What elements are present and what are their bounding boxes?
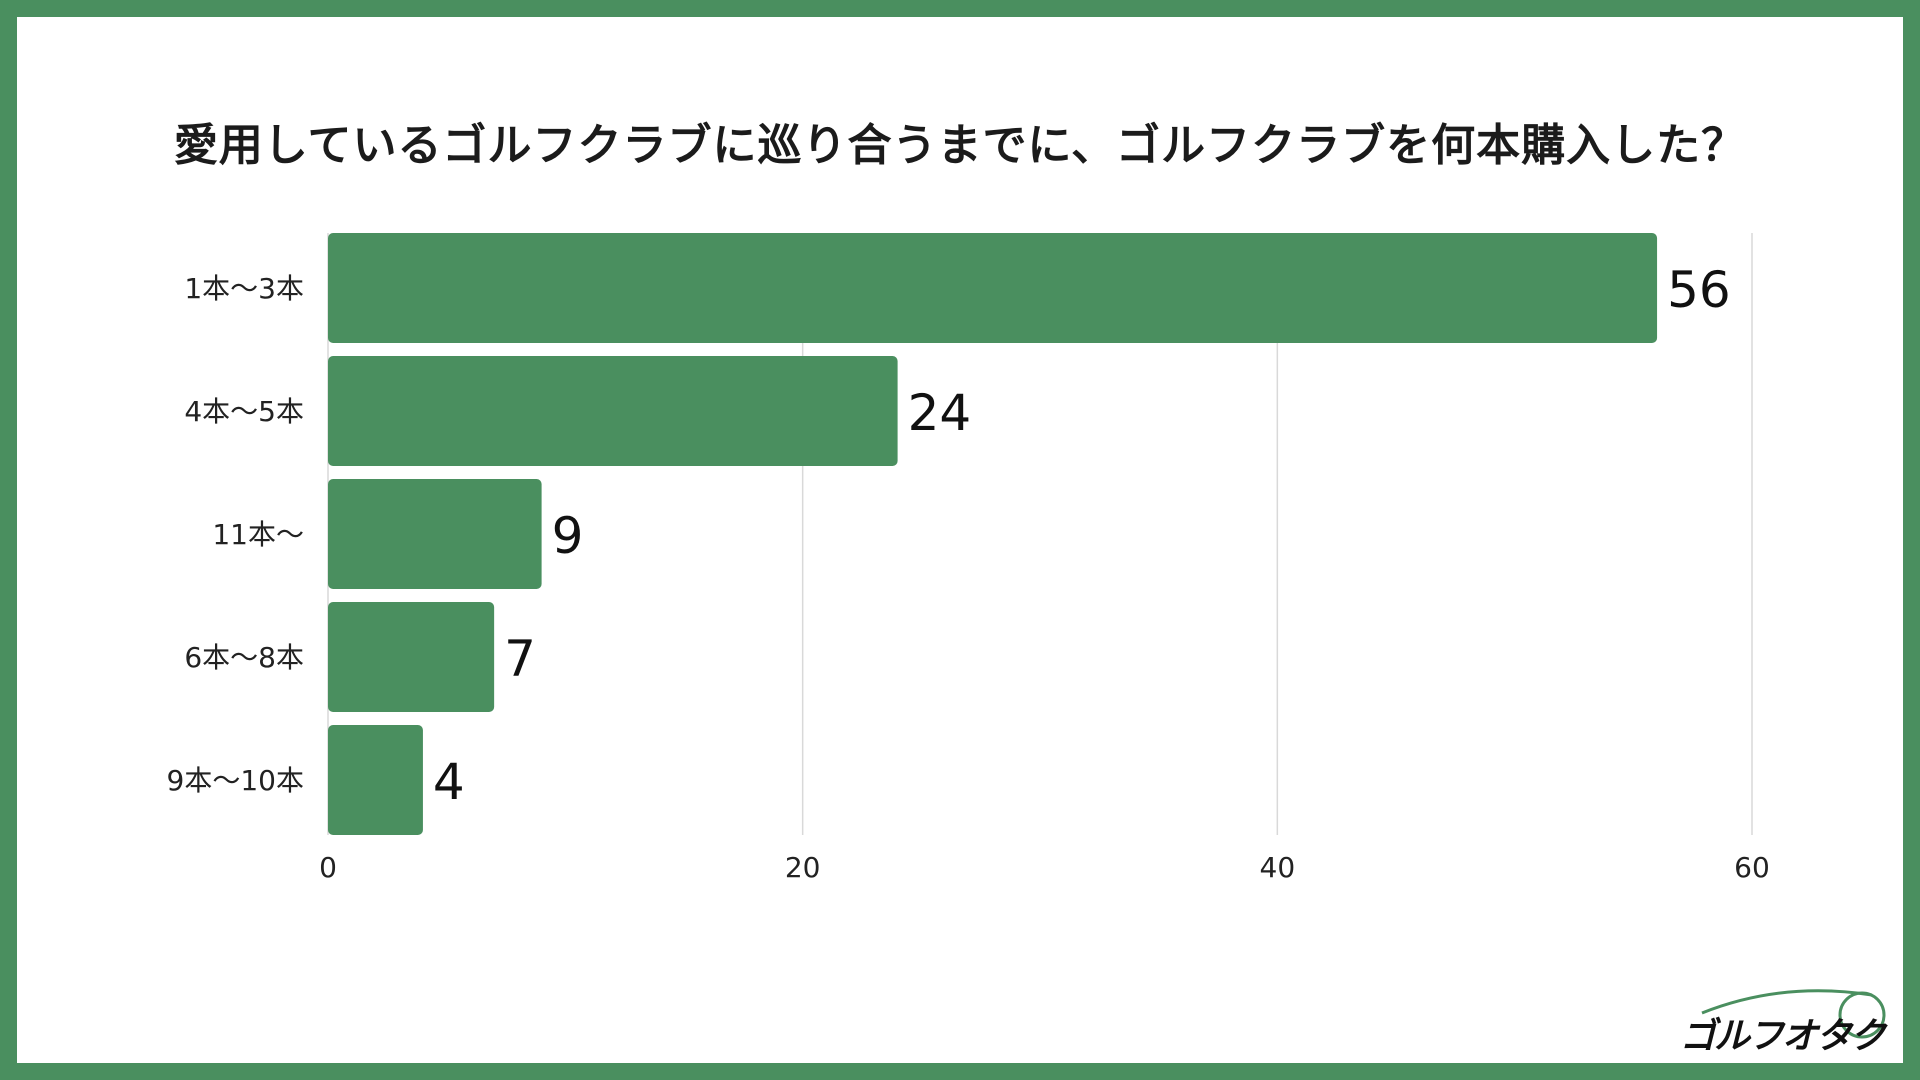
bar xyxy=(328,479,542,589)
category-label: 4本〜5本 xyxy=(184,395,304,428)
data-label: 9 xyxy=(552,507,584,565)
x-tick-label: 0 xyxy=(319,851,337,884)
data-label: 4 xyxy=(433,753,465,811)
data-label: 7 xyxy=(504,630,536,688)
category-label: 11本〜 xyxy=(212,518,304,551)
bar xyxy=(328,725,423,835)
category-label: 6本〜8本 xyxy=(184,641,304,674)
bar xyxy=(328,233,1658,343)
bar-chart: 0 20 40 60 1本〜3本 56 4本〜5本 24 11本〜 9 6本〜8本 7 9本〜10本 4 xyxy=(167,233,1770,884)
data-label: 56 xyxy=(1667,261,1731,319)
chart-title: 愛用しているゴルフクラブに巡り合うまでに、ゴルフクラブを何本購入した？ xyxy=(173,120,1747,171)
x-tick-label: 60 xyxy=(1734,851,1770,884)
bar xyxy=(328,356,898,466)
bars xyxy=(328,233,1658,835)
category-label: 9本〜10本 xyxy=(167,764,304,797)
golf-ball-swoosh-icon xyxy=(1701,989,1886,1039)
x-tick-label: 40 xyxy=(1260,851,1296,884)
golf-otaku-logo: ゴルフオタク xyxy=(1662,977,1892,1057)
logo-text: ゴルフオタク xyxy=(1680,1016,1886,1057)
data-label: 24 xyxy=(908,384,972,442)
bar xyxy=(328,602,495,712)
category-label: 1本〜3本 xyxy=(184,272,304,305)
chart-card: 愛用しているゴルフクラブに巡り合うまでに、ゴルフクラブを何本購入した？ 0 20 4… xyxy=(17,17,1903,1063)
labels: 0 20 40 60 1本〜3本 56 4本〜5本 24 11本〜 9 6本〜8本 7 9本〜10本 4 xyxy=(167,261,1770,884)
x-tick-label: 20 xyxy=(785,851,821,884)
